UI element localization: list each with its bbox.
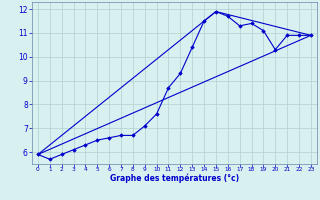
X-axis label: Graphe des températures (°c): Graphe des températures (°c) bbox=[110, 174, 239, 183]
